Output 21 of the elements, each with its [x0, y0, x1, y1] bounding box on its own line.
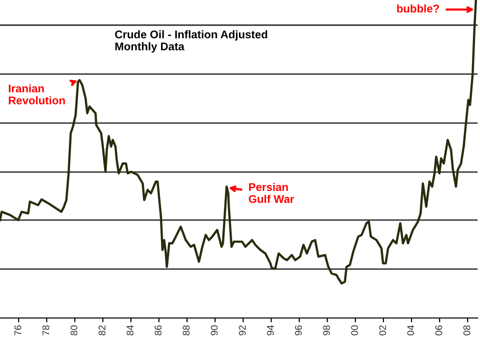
x-tick-label: 84	[126, 325, 134, 336]
x-tick-label: 06	[435, 325, 442, 336]
x-tick-label: 78	[42, 325, 50, 336]
x-tick-label: 94	[266, 325, 274, 336]
x-tick-label: 98	[323, 325, 330, 336]
x-tick-label: 80	[70, 325, 78, 336]
x-tick-label: 92	[238, 325, 246, 336]
text: Crude Oil - Inflation Adjusted Monthly Data	[115, 30, 268, 53]
annotation: Persian Gulf War	[248, 182, 294, 203]
x-tick-label: 96	[294, 325, 302, 336]
annotation: bubble?	[397, 4, 439, 13]
x-tick-label: 02	[379, 325, 386, 336]
annotation: Iranian Revolution	[8, 84, 65, 104]
x-tick-label: 08	[463, 325, 470, 336]
x-tick-label: 82	[98, 325, 106, 336]
x-tick-label: 76	[14, 325, 22, 336]
x-tick-label: 88	[182, 325, 190, 336]
x-tick-label: 00	[351, 325, 358, 336]
x-tick-label: 04	[407, 325, 414, 336]
x-tick-label: 90	[210, 325, 218, 336]
x-tick-label: 86	[154, 325, 162, 336]
